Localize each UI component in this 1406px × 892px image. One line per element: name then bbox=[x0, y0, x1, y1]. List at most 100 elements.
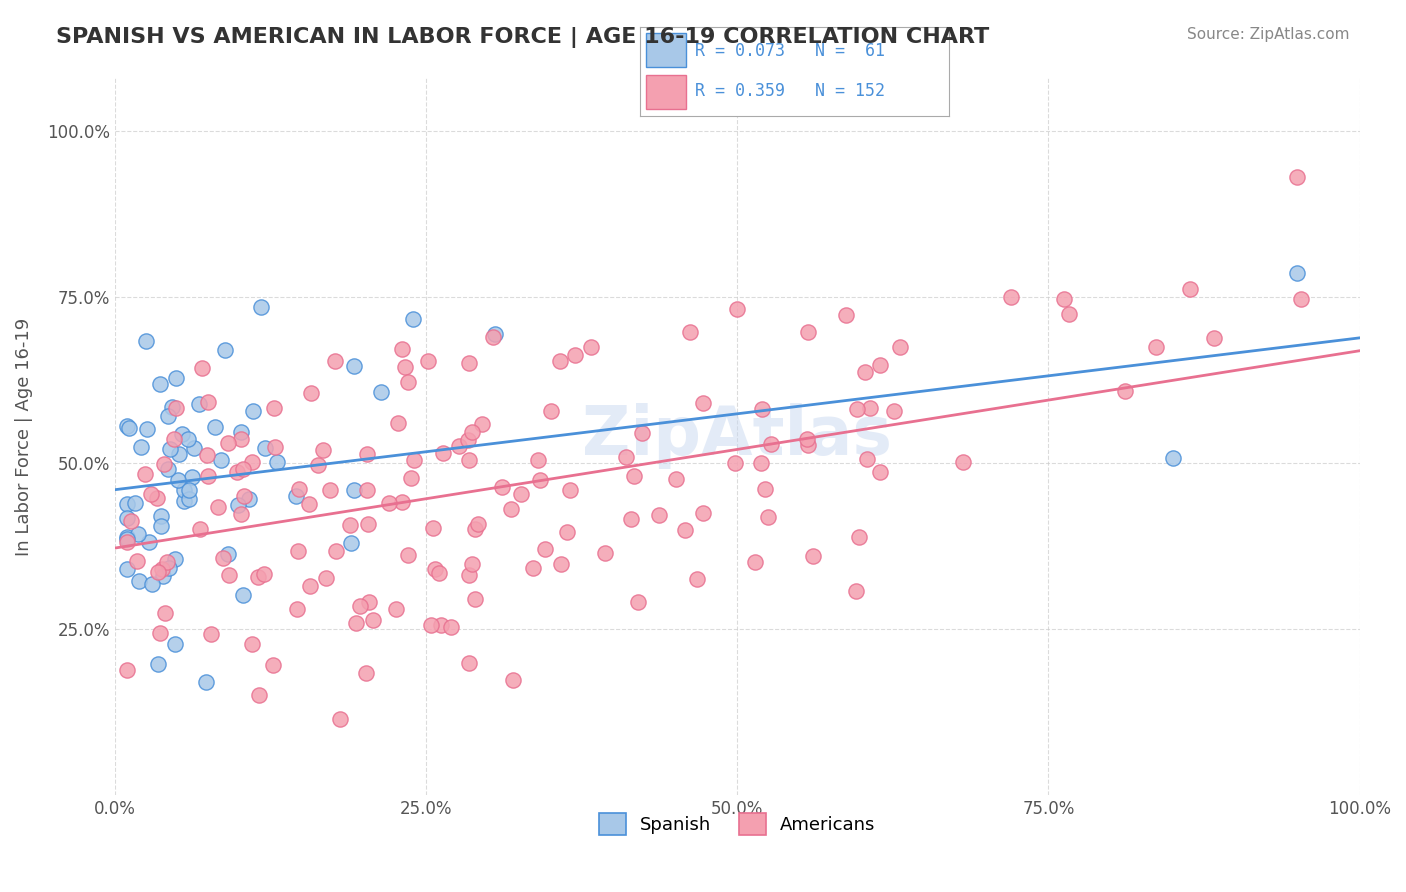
Point bbox=[128, 574, 150, 588]
Point bbox=[166, 473, 188, 487]
Point bbox=[391, 342, 413, 356]
Point bbox=[240, 638, 263, 652]
Point bbox=[325, 544, 347, 558]
Point bbox=[288, 483, 311, 497]
Point bbox=[458, 453, 481, 467]
Point bbox=[801, 549, 824, 563]
Point bbox=[127, 554, 149, 568]
Point bbox=[180, 469, 202, 483]
Point bbox=[357, 595, 380, 609]
Point bbox=[349, 599, 371, 614]
Point bbox=[149, 519, 172, 533]
Point bbox=[529, 473, 551, 487]
Point bbox=[120, 514, 142, 528]
Point bbox=[1161, 450, 1184, 465]
Point bbox=[502, 673, 524, 687]
Point bbox=[115, 532, 138, 546]
Point bbox=[339, 518, 361, 533]
Point bbox=[139, 487, 162, 501]
Point bbox=[481, 330, 503, 344]
Point bbox=[323, 354, 346, 368]
Point bbox=[422, 521, 444, 535]
Point bbox=[1052, 292, 1074, 306]
Point bbox=[173, 494, 195, 508]
Point bbox=[402, 312, 425, 326]
Point bbox=[150, 509, 173, 524]
Point bbox=[484, 326, 506, 341]
Point bbox=[254, 442, 277, 456]
Point bbox=[797, 438, 820, 452]
Point bbox=[152, 568, 174, 582]
Point bbox=[134, 467, 156, 482]
Point bbox=[157, 461, 180, 475]
Point bbox=[146, 491, 169, 505]
Point bbox=[749, 456, 772, 470]
Point bbox=[461, 558, 484, 572]
Point bbox=[377, 496, 399, 510]
Point bbox=[249, 301, 271, 315]
Point bbox=[312, 443, 335, 458]
Point bbox=[138, 535, 160, 549]
Point bbox=[845, 584, 868, 599]
Point bbox=[200, 627, 222, 641]
Point bbox=[149, 626, 172, 640]
Point bbox=[631, 425, 654, 440]
Point bbox=[217, 547, 239, 561]
Point bbox=[229, 507, 252, 521]
Point bbox=[169, 447, 191, 461]
Point bbox=[616, 450, 638, 464]
Point bbox=[449, 439, 471, 453]
Point bbox=[240, 455, 263, 469]
Point bbox=[534, 542, 557, 557]
Point bbox=[457, 356, 479, 370]
Point bbox=[1289, 292, 1312, 306]
Point bbox=[127, 527, 149, 541]
Point bbox=[1286, 267, 1309, 281]
Point bbox=[209, 453, 232, 467]
Y-axis label: In Labor Force | Age 16-19: In Labor Force | Age 16-19 bbox=[15, 318, 32, 556]
Point bbox=[232, 462, 254, 476]
Point bbox=[197, 395, 219, 409]
Point bbox=[835, 308, 858, 322]
Point bbox=[1286, 170, 1309, 185]
Point bbox=[195, 448, 218, 462]
Point bbox=[579, 340, 602, 354]
Point bbox=[188, 522, 211, 536]
Point bbox=[217, 436, 239, 450]
Point bbox=[363, 613, 385, 627]
Point bbox=[262, 657, 284, 672]
Point bbox=[342, 359, 364, 373]
Point bbox=[156, 409, 179, 423]
Point bbox=[883, 404, 905, 418]
Point bbox=[266, 455, 288, 469]
Text: SPANISH VS AMERICAN IN LABOR FORCE | AGE 16-19 CORRELATION CHART: SPANISH VS AMERICAN IN LABOR FORCE | AGE… bbox=[56, 27, 990, 48]
Point bbox=[115, 535, 138, 549]
Point bbox=[457, 567, 479, 582]
Point bbox=[952, 455, 974, 469]
Point bbox=[491, 480, 513, 494]
Point bbox=[1000, 290, 1022, 304]
Point bbox=[115, 419, 138, 434]
Point bbox=[124, 496, 146, 510]
Point bbox=[399, 471, 422, 485]
Point bbox=[673, 524, 696, 538]
Point bbox=[725, 301, 748, 316]
Point bbox=[195, 674, 218, 689]
Point bbox=[550, 557, 572, 571]
Point bbox=[263, 440, 285, 454]
Point bbox=[665, 472, 688, 486]
Point bbox=[165, 371, 187, 385]
Point bbox=[115, 497, 138, 511]
Point bbox=[457, 434, 479, 448]
Point bbox=[163, 433, 186, 447]
Point bbox=[165, 401, 187, 415]
Point bbox=[298, 497, 321, 511]
Point bbox=[163, 637, 186, 651]
Point bbox=[848, 530, 870, 544]
Point bbox=[354, 665, 377, 680]
Point bbox=[756, 509, 779, 524]
Point bbox=[211, 551, 233, 566]
Point bbox=[387, 417, 409, 431]
Point bbox=[1144, 340, 1167, 354]
Text: R = 0.359   N = 152: R = 0.359 N = 152 bbox=[696, 82, 886, 100]
